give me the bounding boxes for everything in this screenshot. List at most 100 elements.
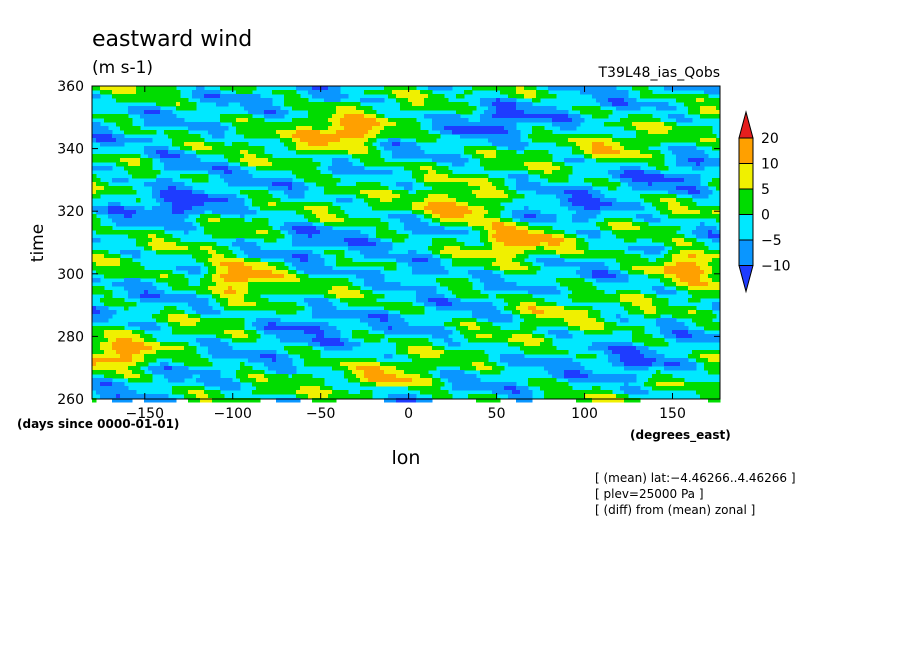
heatmap-cell xyxy=(244,158,249,163)
heatmap-cell xyxy=(204,194,209,199)
heatmap-cell xyxy=(180,186,185,191)
heatmap-cell xyxy=(236,114,241,119)
heatmap-cell xyxy=(348,230,353,235)
heatmap-cell xyxy=(608,94,613,99)
heatmap-cell xyxy=(668,134,673,139)
heatmap-cell xyxy=(696,138,701,143)
heatmap-cell xyxy=(108,214,113,219)
heatmap-cell xyxy=(356,170,361,175)
heatmap-cell xyxy=(360,194,365,199)
heatmap-cell xyxy=(132,210,137,215)
heatmap-cell xyxy=(132,218,137,223)
heatmap-cell xyxy=(200,190,205,195)
heatmap-cell xyxy=(116,134,121,139)
heatmap-cell xyxy=(192,90,197,95)
heatmap-cell xyxy=(700,270,705,275)
heatmap-cell xyxy=(524,118,529,123)
heatmap-cell xyxy=(624,150,629,155)
heatmap-cell xyxy=(208,98,213,103)
heatmap-cell xyxy=(424,198,429,203)
heatmap-cell xyxy=(144,218,149,223)
heatmap-cell xyxy=(412,106,417,111)
heatmap-cell xyxy=(644,142,649,147)
heatmap-cell xyxy=(308,86,313,91)
heatmap-cell xyxy=(492,186,497,191)
heatmap-cell xyxy=(528,110,533,115)
heatmap-cell xyxy=(680,214,685,219)
heatmap-cell xyxy=(312,86,317,91)
heatmap-cell xyxy=(668,250,673,255)
heatmap-cell xyxy=(444,130,449,135)
heatmap-cell xyxy=(516,258,521,263)
heatmap-cell xyxy=(100,210,105,215)
run-label: T39L48_ias_Qobs xyxy=(597,65,720,81)
heatmap-cell xyxy=(440,186,445,191)
heatmap-cell xyxy=(196,194,201,199)
heatmap-cell xyxy=(648,234,653,239)
heatmap-cell xyxy=(252,102,257,107)
heatmap-cell xyxy=(112,154,117,159)
heatmap-cell xyxy=(296,102,301,107)
heatmap-cell xyxy=(200,138,205,143)
heatmap-cell xyxy=(512,90,517,95)
heatmap-cell xyxy=(96,262,101,267)
heatmap-cell xyxy=(568,194,573,199)
heatmap-cell xyxy=(604,86,609,91)
heatmap-cell xyxy=(364,126,369,131)
heatmap-cell xyxy=(584,262,589,267)
heatmap-cell xyxy=(520,194,525,199)
heatmap-cell xyxy=(684,174,689,179)
heatmap-cell xyxy=(456,94,461,99)
heatmap-cell xyxy=(508,166,513,171)
heatmap-cell xyxy=(600,158,605,163)
heatmap-cell xyxy=(628,154,633,159)
heatmap-cell xyxy=(688,254,693,259)
heatmap-cell xyxy=(148,166,153,171)
heatmap-cell xyxy=(92,166,97,171)
heatmap-cell xyxy=(572,186,577,191)
heatmap-cell xyxy=(516,186,521,191)
heatmap-cell xyxy=(132,110,137,115)
heatmap-cell xyxy=(148,162,153,167)
heatmap-cell xyxy=(712,86,717,91)
heatmap-cell xyxy=(128,270,133,275)
heatmap-cell xyxy=(632,126,637,131)
heatmap-cell xyxy=(164,178,169,183)
heatmap-cell xyxy=(148,218,153,223)
heatmap-cell xyxy=(224,170,229,175)
heatmap-cell xyxy=(704,230,709,235)
heatmap-cell xyxy=(360,126,365,131)
heatmap-cell xyxy=(232,158,237,163)
heatmap-cell xyxy=(548,250,553,255)
heatmap-cell xyxy=(632,142,637,147)
heatmap-cell xyxy=(468,122,473,127)
heatmap-cell xyxy=(344,198,349,203)
heatmap-cell xyxy=(508,98,513,103)
heatmap-cell xyxy=(676,206,681,211)
heatmap-cell xyxy=(572,262,577,267)
heatmap-cell xyxy=(480,174,485,179)
heatmap-cell xyxy=(444,158,449,163)
heatmap-cell xyxy=(664,206,669,211)
heatmap-cell xyxy=(548,178,553,183)
heatmap-cell xyxy=(716,254,721,259)
heatmap-cell xyxy=(392,198,397,203)
heatmap-cell xyxy=(444,230,449,235)
heatmap-cell xyxy=(160,222,165,227)
heatmap-cell xyxy=(632,150,637,155)
heatmap-cell xyxy=(228,254,233,259)
heatmap-cell xyxy=(148,222,153,227)
heatmap-cell xyxy=(676,258,681,263)
heatmap-cell xyxy=(224,222,229,227)
heatmap-cell xyxy=(648,162,653,167)
heatmap-cell xyxy=(548,110,553,115)
heatmap-cell xyxy=(688,178,693,183)
heatmap-cell xyxy=(344,110,349,115)
heatmap-cell xyxy=(376,134,381,139)
heatmap-cell xyxy=(292,134,297,139)
heatmap-cell xyxy=(144,270,149,275)
heatmap-cell xyxy=(304,102,309,107)
heatmap-cell xyxy=(132,170,137,175)
heatmap-cell xyxy=(388,246,393,251)
